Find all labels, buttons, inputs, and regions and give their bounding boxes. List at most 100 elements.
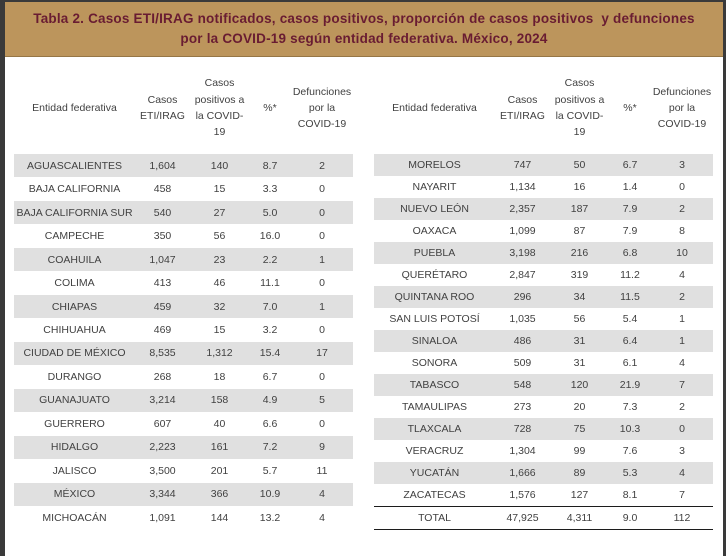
cell-entidad: MICHOACÁN xyxy=(42,511,107,524)
table-row: QUERÉTARO 2,847 319 11.2 4 xyxy=(374,264,713,286)
cell-entidad: TLAXCALA xyxy=(407,423,462,435)
table-cell: 1.4 xyxy=(622,181,638,193)
cell-entidad: TABASCO xyxy=(409,379,460,391)
table-row: ZACATECAS 1,576 127 8.1 7 xyxy=(374,484,713,506)
table-cell: 7 xyxy=(679,488,685,501)
table-row: VERACRUZ 1,304 99 7.6 3 xyxy=(374,440,713,462)
cell-entidad: ZACATECAS xyxy=(403,488,466,501)
table-cell: 6.8 xyxy=(622,247,638,259)
table-cell: 509 xyxy=(513,357,532,369)
table-cell: 201 xyxy=(210,464,229,477)
table-cell: 1,666 xyxy=(509,467,536,479)
table-cell: 161 xyxy=(210,441,229,454)
table-row: MÉXICO 3,344 366 10.9 4 xyxy=(14,482,353,507)
cell-entidad: AGUASCALIENTES xyxy=(26,159,123,172)
table-row: TABASCO 548 120 21.9 7 xyxy=(374,374,713,396)
table-cell: 3.3 xyxy=(262,183,278,196)
table-cell: 56 xyxy=(213,230,226,243)
table-cell: 1,312 xyxy=(206,347,233,360)
title-line-1: Tabla 2. Casos ETI/IRAG notificados, cas… xyxy=(33,11,695,27)
cell-entidad: QUERÉTARO xyxy=(401,269,468,281)
table-cell: 3,198 xyxy=(509,247,536,259)
table-cell: 6.4 xyxy=(622,335,638,347)
table-cell: 1,576 xyxy=(509,488,536,501)
table-cell: 2 xyxy=(679,203,685,215)
table-cell: 1 xyxy=(319,300,325,313)
table-cell: 13.2 xyxy=(259,511,281,524)
table-cell: 7.9 xyxy=(622,203,638,215)
table-row: OAXACA 1,099 87 7.9 8 xyxy=(374,220,713,242)
table-cell: 1,304 xyxy=(509,445,536,457)
table-cell: 7.9 xyxy=(622,225,638,237)
cell-entidad: MÉXICO xyxy=(53,488,96,501)
table-cell: 11.2 xyxy=(620,269,640,281)
table-cell: 16.0 xyxy=(259,230,281,243)
table-cell: 87 xyxy=(573,225,586,237)
table-row: SINALOA 486 31 6.4 1 xyxy=(374,330,713,352)
table-row: JALISCO 3,500 201 5.7 11 xyxy=(14,459,353,482)
table-row: TLAXCALA 728 75 10.3 0 xyxy=(374,418,713,440)
table-cell: 5.7 xyxy=(262,464,278,477)
right-table-header: Entidad federativa Casos ETI/IRAG Casos … xyxy=(374,62,713,154)
table-cell: 3,344 xyxy=(149,488,176,501)
table-cell: 10 xyxy=(676,247,688,259)
table-row: SONORA 509 31 6.1 4 xyxy=(374,352,713,374)
table-row: MORELOS 747 50 6.7 3 xyxy=(374,154,713,176)
table-cell: 1 xyxy=(319,253,325,266)
table-row: AGUASCALIENTES 1,604 140 8.7 2 xyxy=(14,154,353,178)
table-row: CAMPECHE 350 56 16.0 0 xyxy=(14,224,353,247)
table-cell: 127 xyxy=(570,488,589,501)
table-cell: 2,357 xyxy=(509,203,536,215)
table-cell: 46 xyxy=(213,277,226,290)
cell-entidad: GUERRERO xyxy=(44,417,105,430)
cell-entidad: DURANGO xyxy=(47,370,102,383)
table-cell: 9 xyxy=(319,441,325,454)
left-table-header: Entidad federativa Casos ETI/IRAG Casos … xyxy=(14,62,353,154)
table-cell: 2 xyxy=(679,401,685,413)
table-row: MICHOACÁN 1,091 144 13.2 4 xyxy=(14,506,353,529)
table-cell: 1,099 xyxy=(509,225,536,237)
column-header-casos-eti-irag: Casos ETI/IRAG xyxy=(500,93,545,122)
table-cell: 4 xyxy=(319,511,325,524)
table-row: COAHUILA 1,047 23 2.2 1 xyxy=(14,247,353,272)
table-cell: 2,223 xyxy=(149,441,176,454)
table-cell: 11.5 xyxy=(620,291,640,303)
cell-entidad: CHIAPAS xyxy=(51,300,98,313)
table-cell: 158 xyxy=(210,394,229,407)
table-cell: 32 xyxy=(213,300,226,313)
table-cell: 31 xyxy=(573,335,586,347)
column-header-porcentaje: %* xyxy=(623,101,637,114)
table-row: QUINTANA ROO 296 34 11.5 2 xyxy=(374,286,713,308)
table-cell: 18 xyxy=(213,370,226,383)
table-cell: 7 xyxy=(679,379,685,391)
table-cell: 6.7 xyxy=(262,370,278,383)
table-row: DURANGO 268 18 6.7 0 xyxy=(14,365,353,388)
table-row: NAYARIT 1,134 16 1.4 0 xyxy=(374,176,713,198)
table-cell: 8,535 xyxy=(149,347,176,360)
table-cell: 3 xyxy=(679,445,685,457)
table-cell: 15 xyxy=(213,324,226,337)
table-cell: 319 xyxy=(570,269,589,281)
table-row: GUANAJUATO 3,214 158 4.9 5 xyxy=(14,388,353,413)
table-cell: 0 xyxy=(679,181,685,193)
table-cell: 6.6 xyxy=(262,417,278,430)
table-cell: 469 xyxy=(153,324,172,337)
total-cell: 47,925 xyxy=(495,505,550,530)
title-line-2: por la COVID-19 según entidad federativa… xyxy=(180,31,548,46)
cell-entidad: CHIHUAHUA xyxy=(43,324,106,337)
table-cell: 4.9 xyxy=(262,394,278,407)
table-cell: 747 xyxy=(513,159,532,171)
table-cell: 486 xyxy=(513,335,532,347)
table-cell: 3,500 xyxy=(149,464,176,477)
table-cell: 540 xyxy=(153,206,172,219)
table-row: CHIHUAHUA 469 15 3.2 0 xyxy=(14,318,353,341)
table-cell: 120 xyxy=(570,379,589,391)
table-cell: 3.2 xyxy=(262,324,278,337)
table-cell: 548 xyxy=(513,379,532,391)
table-cell: 6.7 xyxy=(622,159,638,171)
table-cell: 4 xyxy=(679,357,685,369)
cell-entidad: COAHUILA xyxy=(47,253,102,266)
table-cell: 5.4 xyxy=(622,313,638,325)
cell-entidad: OAXACA xyxy=(412,225,457,237)
